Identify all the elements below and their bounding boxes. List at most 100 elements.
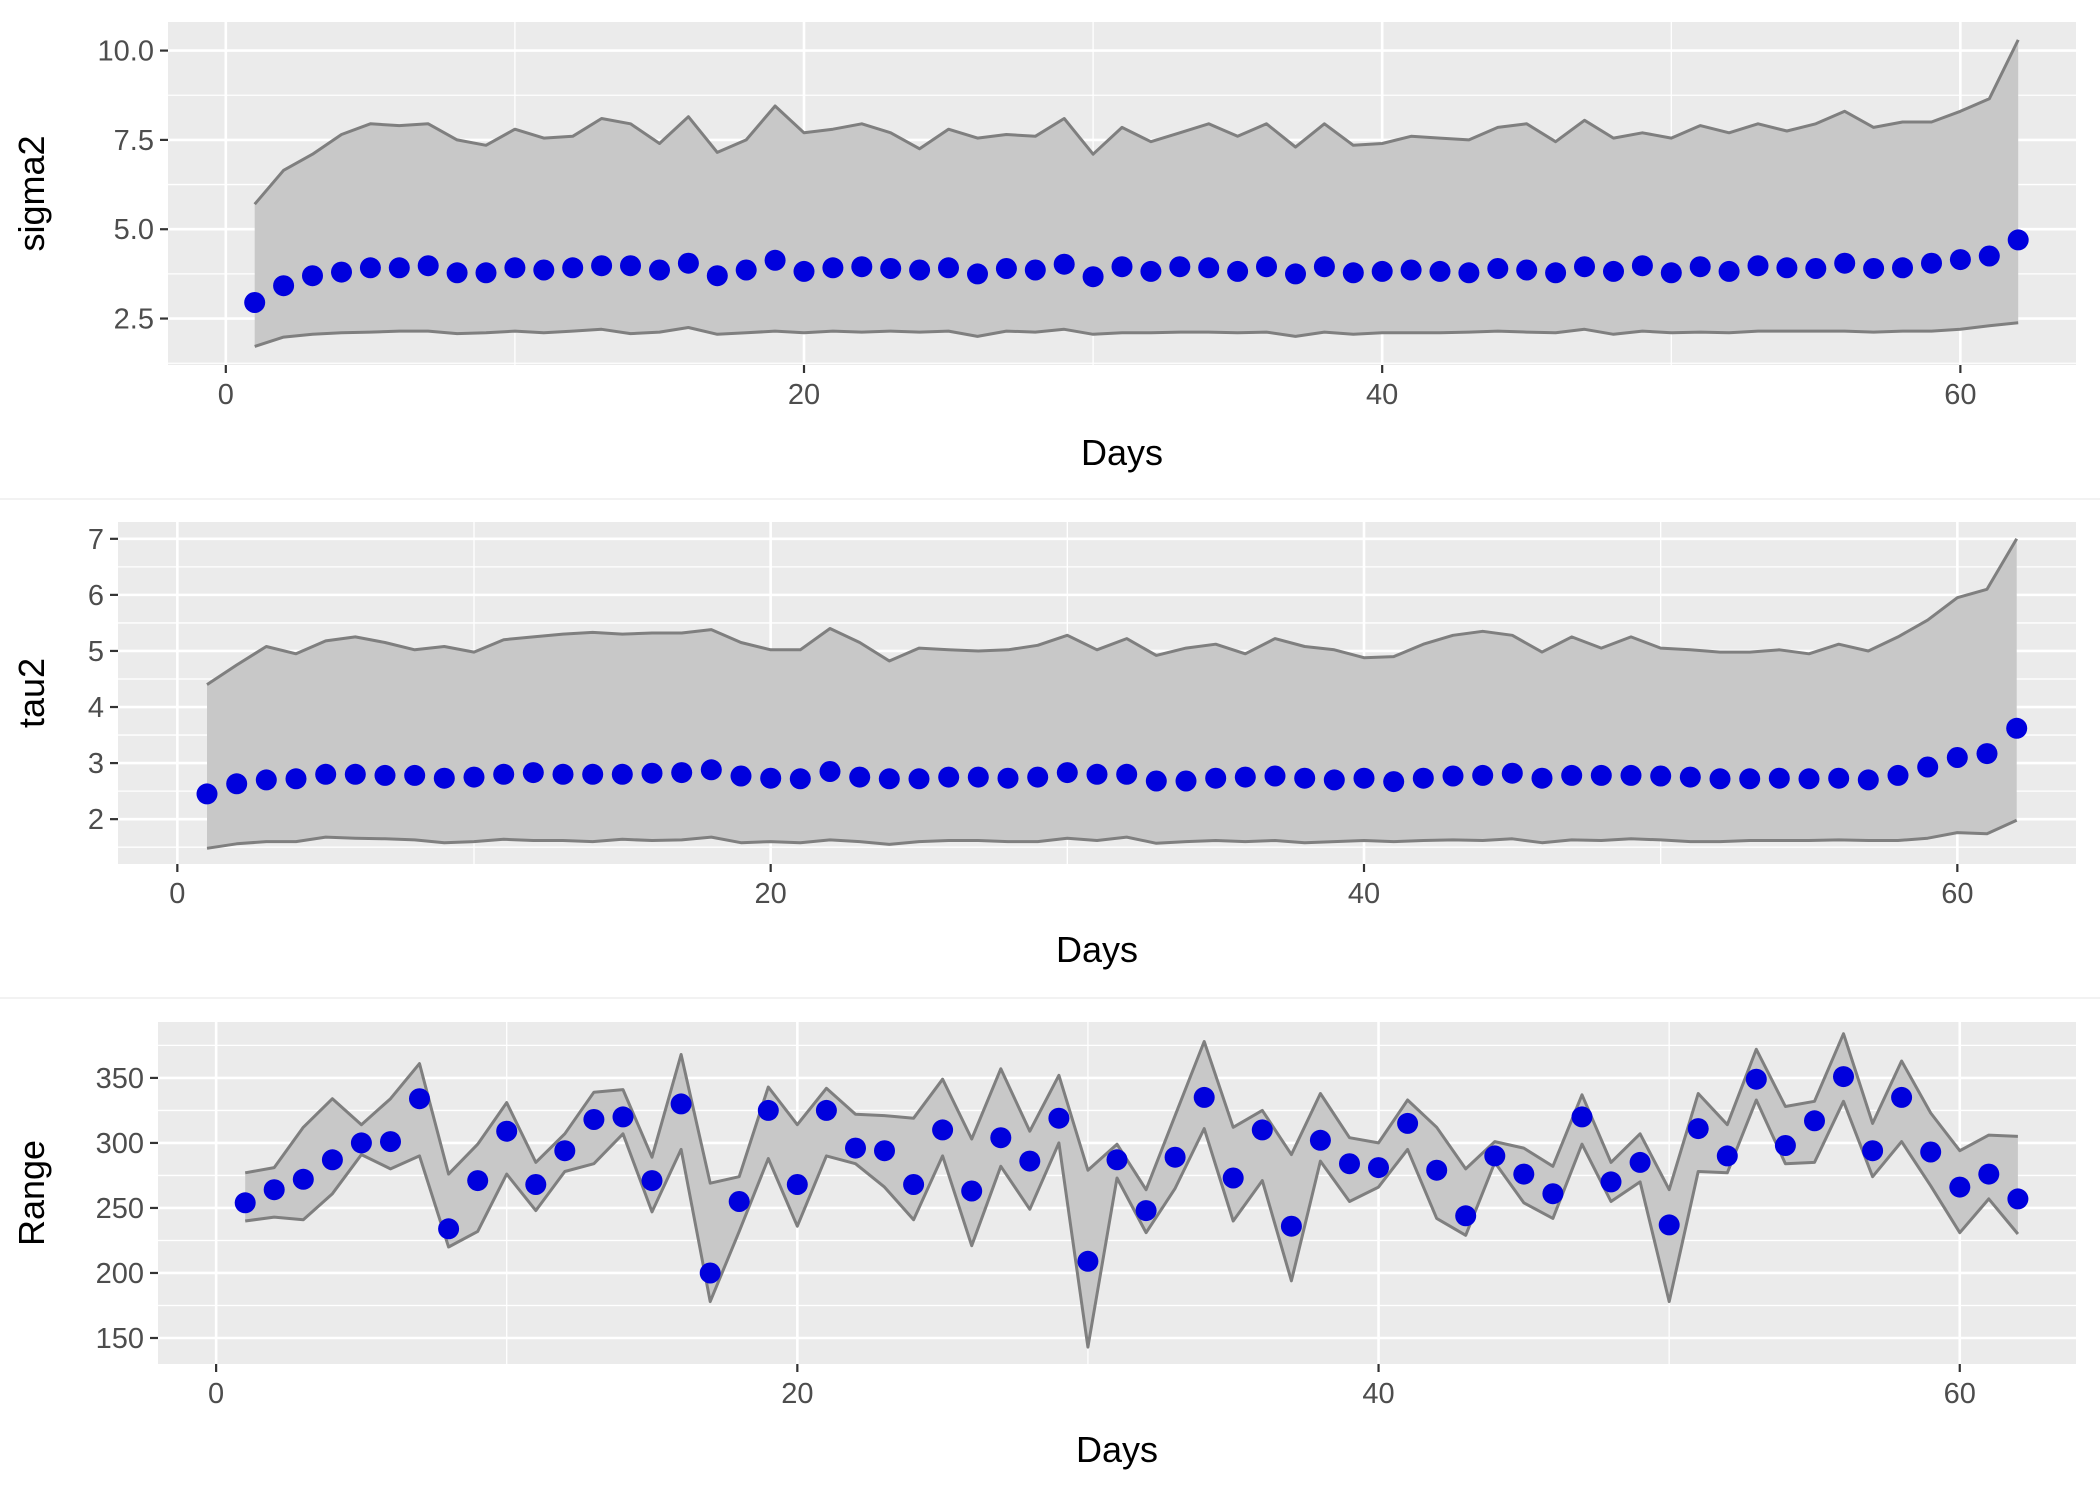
sigma2-data-point xyxy=(1949,249,1971,271)
sigma2-x-axis: 0 20 40 60 xyxy=(218,365,1976,411)
sigma2-data-point xyxy=(1285,263,1306,285)
sigma2-data-point xyxy=(417,255,439,277)
tau2-x-tick-label: 0 xyxy=(169,878,185,910)
range-data-point xyxy=(438,1218,460,1240)
sigma2-data-point xyxy=(793,260,815,282)
sigma2-data-point xyxy=(851,256,873,278)
tau2-data-point xyxy=(1798,768,1820,790)
sigma2-data-point xyxy=(533,259,555,281)
tau2-data-point xyxy=(1116,763,1138,785)
range-data-point xyxy=(554,1140,576,1162)
tau2-points xyxy=(196,717,2028,805)
tau2-data-point xyxy=(789,768,811,790)
range-data-point xyxy=(1833,1066,1854,1088)
tau2-y-tick-label: 5 xyxy=(88,636,104,668)
tau2-data-point xyxy=(1650,765,1672,787)
tau2-data-point xyxy=(611,763,633,785)
range-data-point xyxy=(1513,1163,1535,1185)
sigma2-data-point xyxy=(1169,256,1191,278)
sigma2-y-axis-title: sigma2 xyxy=(11,135,52,251)
range-data-point xyxy=(1716,1145,1738,1167)
range-panel: 0 20 40 60 150 200 250 300 350 Days Range xyxy=(11,1022,2076,1470)
tau2-data-point xyxy=(1175,770,1197,792)
range-data-point xyxy=(1745,1068,1767,1090)
range-data-point xyxy=(1135,1200,1157,1222)
tau2-y-tick-label: 2 xyxy=(88,804,104,836)
range-data-point xyxy=(1687,1118,1709,1140)
range-data-point xyxy=(699,1262,721,1284)
range-data-point xyxy=(728,1191,750,1212)
sigma2-data-point xyxy=(1140,260,1162,282)
range-data-point xyxy=(670,1093,692,1115)
range-data-point xyxy=(1106,1149,1128,1171)
range-data-point xyxy=(903,1174,925,1195)
tau2-data-point xyxy=(1234,766,1256,788)
tau2-data-point xyxy=(1264,765,1286,787)
tau2-data-point xyxy=(1323,769,1345,791)
tau2-data-point xyxy=(1145,770,1167,792)
range-data-point xyxy=(1164,1146,1186,1168)
sigma2-data-point xyxy=(562,257,584,279)
range-data-point xyxy=(467,1170,489,1192)
tau2-data-point xyxy=(285,768,307,790)
range-data-point xyxy=(1804,1110,1825,1132)
sigma2-data-point xyxy=(1660,262,1682,284)
range-data-point xyxy=(1251,1119,1273,1141)
range-data-point xyxy=(234,1192,256,1214)
sigma2-data-point xyxy=(1024,259,1046,281)
tau2-data-point xyxy=(2006,717,2028,739)
tau2-data-point xyxy=(1887,764,1909,786)
sigma2-data-point xyxy=(1689,256,1711,278)
sigma2-data-point xyxy=(1487,258,1509,279)
range-data-point xyxy=(321,1149,343,1171)
range-interval-band xyxy=(245,1033,2018,1348)
range-data-point xyxy=(1658,1214,1680,1236)
tau2-x-axis: 0 20 40 60 xyxy=(169,864,1973,910)
sigma2-data-point xyxy=(1256,256,1277,278)
tau2-data-point xyxy=(1679,766,1701,788)
sigma2-data-point xyxy=(1574,256,1595,278)
tau2-data-point xyxy=(404,764,426,786)
sigma2-data-point xyxy=(1198,257,1220,279)
tau2-data-point xyxy=(552,763,574,785)
range-y-tick-label: 250 xyxy=(96,1193,144,1225)
tau2-x-tick-label: 40 xyxy=(1348,878,1380,910)
range-data-point xyxy=(1542,1183,1564,1205)
sigma2-data-point xyxy=(446,262,468,284)
range-data-point xyxy=(612,1106,634,1128)
range-data-point xyxy=(1222,1167,1244,1189)
tau2-data-point xyxy=(1739,768,1761,790)
tau2-y-tick-label: 4 xyxy=(88,692,104,724)
range-x-axis: 0 20 40 60 xyxy=(208,1364,1976,1410)
tau2-data-point xyxy=(522,762,544,784)
sigma2-data-point xyxy=(938,257,959,279)
sigma2-x-axis-title: Days xyxy=(1081,432,1163,473)
range-data-point xyxy=(583,1109,605,1130)
tau2-upper-bound-line xyxy=(206,538,2018,686)
range-data-point xyxy=(990,1127,1012,1149)
range-data-point xyxy=(874,1140,895,1162)
range-x-axis-title: Days xyxy=(1076,1429,1158,1470)
sigma2-data-point xyxy=(1053,253,1075,275)
sigma2-data-point xyxy=(1603,260,1624,282)
sigma2-x-tick-label: 20 xyxy=(788,379,820,411)
range-data-point xyxy=(1600,1171,1622,1193)
range-data-point xyxy=(1368,1157,1389,1179)
range-data-point xyxy=(932,1119,954,1141)
tau2-data-point xyxy=(878,768,900,790)
tau2-data-point xyxy=(700,759,722,781)
sigma2-x-tick-label: 0 xyxy=(218,379,234,411)
range-data-point xyxy=(1397,1112,1419,1134)
range-data-point xyxy=(2007,1188,2029,1210)
range-x-tick-label: 20 xyxy=(781,1378,813,1410)
range-data-point xyxy=(1309,1129,1331,1151)
sigma2-y-tick-label: 10.0 xyxy=(98,36,154,68)
sigma2-data-point xyxy=(591,255,613,277)
sigma2-data-point xyxy=(1342,262,1364,284)
range-data-point xyxy=(1455,1205,1477,1227)
tau2-data-point xyxy=(1383,771,1405,793)
tau2-data-point xyxy=(1590,764,1612,786)
range-data-point xyxy=(350,1132,372,1154)
sigma2-data-point xyxy=(1429,260,1451,282)
